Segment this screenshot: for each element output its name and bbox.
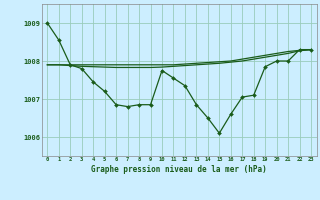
X-axis label: Graphe pression niveau de la mer (hPa): Graphe pression niveau de la mer (hPa): [91, 165, 267, 174]
